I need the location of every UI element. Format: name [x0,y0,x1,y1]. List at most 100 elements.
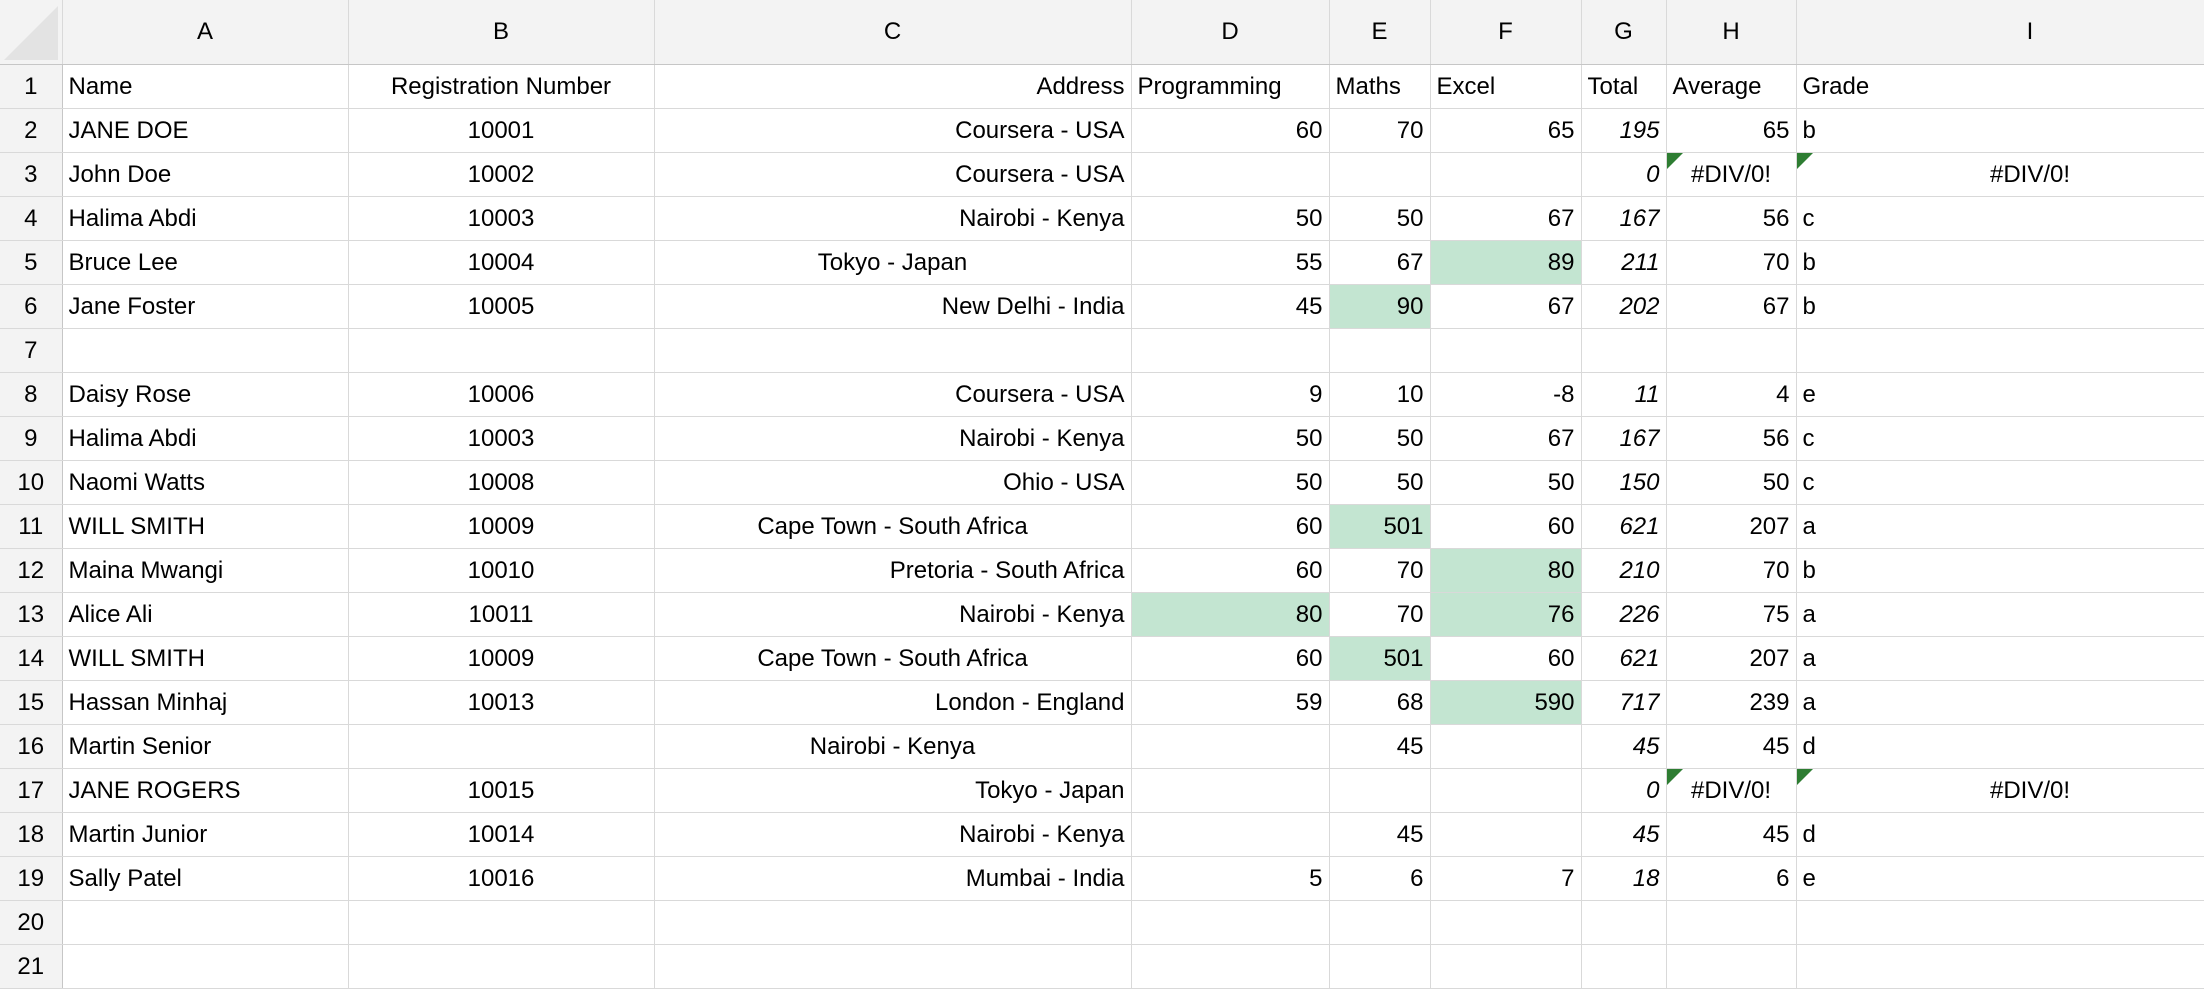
cell-programming[interactable]: 60 [1131,504,1330,549]
cell-average[interactable]: 4 [1666,372,1797,417]
cell-excel[interactable] [1430,944,1582,989]
column-header-e[interactable]: E [1329,0,1431,65]
cell-average[interactable]: 75 [1666,592,1797,637]
cell-programming[interactable]: 50 [1131,416,1330,461]
cell-name[interactable]: Martin Senior [62,724,349,769]
cell-registration-number[interactable]: 10004 [348,240,655,285]
cell-address[interactable] [654,328,1132,373]
cell-maths[interactable]: 90 [1329,284,1431,329]
cell-maths[interactable]: 10 [1329,372,1431,417]
row-header[interactable]: 7 [0,328,63,373]
cell-name[interactable]: Hassan Minhaj [62,680,349,725]
cell-maths[interactable]: 501 [1329,504,1431,549]
cell-total[interactable]: 18 [1581,856,1667,901]
cell-average[interactable]: #DIV/0! [1666,768,1797,813]
cell-excel[interactable]: -8 [1430,372,1582,417]
row-header[interactable]: 13 [0,592,63,637]
row-header[interactable]: 16 [0,724,63,769]
cell-average[interactable] [1666,944,1797,989]
cell-total[interactable] [1581,900,1667,945]
cell-programming[interactable] [1131,768,1330,813]
cell-programming[interactable] [1131,900,1330,945]
cell-total[interactable]: 45 [1581,812,1667,857]
cell-name[interactable]: JANE DOE [62,108,349,153]
cell-excel[interactable] [1430,328,1582,373]
cell-programming[interactable]: 59 [1131,680,1330,725]
cell-address[interactable]: London - England [654,680,1132,725]
row-header[interactable]: 6 [0,284,63,329]
cell-grade[interactable] [1796,944,2204,989]
cell-grade[interactable]: b [1796,108,2204,153]
header-cell-name[interactable]: Name [62,64,349,109]
cell-address[interactable]: Coursera - USA [654,372,1132,417]
cell-total[interactable]: 0 [1581,152,1667,197]
cell-excel[interactable]: 60 [1430,504,1582,549]
cell-programming[interactable]: 60 [1131,548,1330,593]
row-header[interactable]: 9 [0,416,63,461]
cell-address[interactable]: Nairobi - Kenya [654,812,1132,857]
cell-programming[interactable]: 50 [1131,196,1330,241]
cell-address[interactable]: Tokyo - Japan [654,768,1132,813]
cell-excel[interactable]: 65 [1430,108,1582,153]
cell-programming[interactable] [1131,944,1330,989]
error-flag-icon[interactable] [1666,769,1683,785]
cell-programming[interactable]: 55 [1131,240,1330,285]
cell-name[interactable]: Sally Patel [62,856,349,901]
cell-maths[interactable]: 67 [1329,240,1431,285]
cell-maths[interactable]: 50 [1329,416,1431,461]
cell-registration-number[interactable]: 10006 [348,372,655,417]
cell-name[interactable]: WILL SMITH [62,504,349,549]
column-header-g[interactable]: G [1581,0,1667,65]
cell-average[interactable]: 56 [1666,196,1797,241]
cell-excel[interactable] [1430,152,1582,197]
cell-excel[interactable]: 67 [1430,416,1582,461]
cell-name[interactable]: Maina Mwangi [62,548,349,593]
cell-address[interactable] [654,944,1132,989]
cell-registration-number[interactable]: 10003 [348,196,655,241]
error-flag-icon[interactable] [1796,769,1813,785]
cell-grade[interactable]: d [1796,812,2204,857]
cell-maths[interactable] [1329,768,1431,813]
cell-grade[interactable]: a [1796,592,2204,637]
cell-address[interactable]: Ohio - USA [654,460,1132,505]
cell-registration-number[interactable] [348,328,655,373]
cell-address[interactable]: Cape Town - South Africa [654,504,1132,549]
cell-total[interactable]: 211 [1581,240,1667,285]
cell-name[interactable]: Naomi Watts [62,460,349,505]
cell-excel[interactable]: 7 [1430,856,1582,901]
select-all-corner[interactable] [0,0,63,65]
cell-name[interactable]: Alice Ali [62,592,349,637]
cell-address[interactable]: Nairobi - Kenya [654,724,1132,769]
cell-programming[interactable] [1131,152,1330,197]
column-header-c[interactable]: C [654,0,1132,65]
cell-average[interactable]: 6 [1666,856,1797,901]
cell-name[interactable] [62,328,349,373]
row-header[interactable]: 20 [0,900,63,945]
cell-maths[interactable]: 6 [1329,856,1431,901]
cell-address[interactable] [654,900,1132,945]
cell-total[interactable]: 0 [1581,768,1667,813]
cell-average[interactable] [1666,328,1797,373]
cell-registration-number[interactable]: 10008 [348,460,655,505]
cell-grade[interactable]: b [1796,284,2204,329]
cell-total[interactable]: 167 [1581,416,1667,461]
cell-maths[interactable]: 501 [1329,636,1431,681]
cell-total[interactable]: 167 [1581,196,1667,241]
cell-address[interactable]: Pretoria - South Africa [654,548,1132,593]
cell-address[interactable]: Nairobi - Kenya [654,416,1132,461]
cell-average[interactable]: 67 [1666,284,1797,329]
cell-programming[interactable]: 50 [1131,460,1330,505]
cell-registration-number[interactable]: 10016 [348,856,655,901]
row-header[interactable]: 4 [0,196,63,241]
cell-average[interactable]: 207 [1666,636,1797,681]
cell-average[interactable]: 239 [1666,680,1797,725]
cell-excel[interactable] [1430,724,1582,769]
row-header[interactable]: 18 [0,812,63,857]
cell-name[interactable]: Martin Junior [62,812,349,857]
cell-programming[interactable]: 5 [1131,856,1330,901]
cell-total[interactable]: 45 [1581,724,1667,769]
cell-average[interactable]: 45 [1666,724,1797,769]
cell-address[interactable]: Nairobi - Kenya [654,592,1132,637]
cell-grade[interactable]: b [1796,240,2204,285]
column-header-f[interactable]: F [1430,0,1582,65]
